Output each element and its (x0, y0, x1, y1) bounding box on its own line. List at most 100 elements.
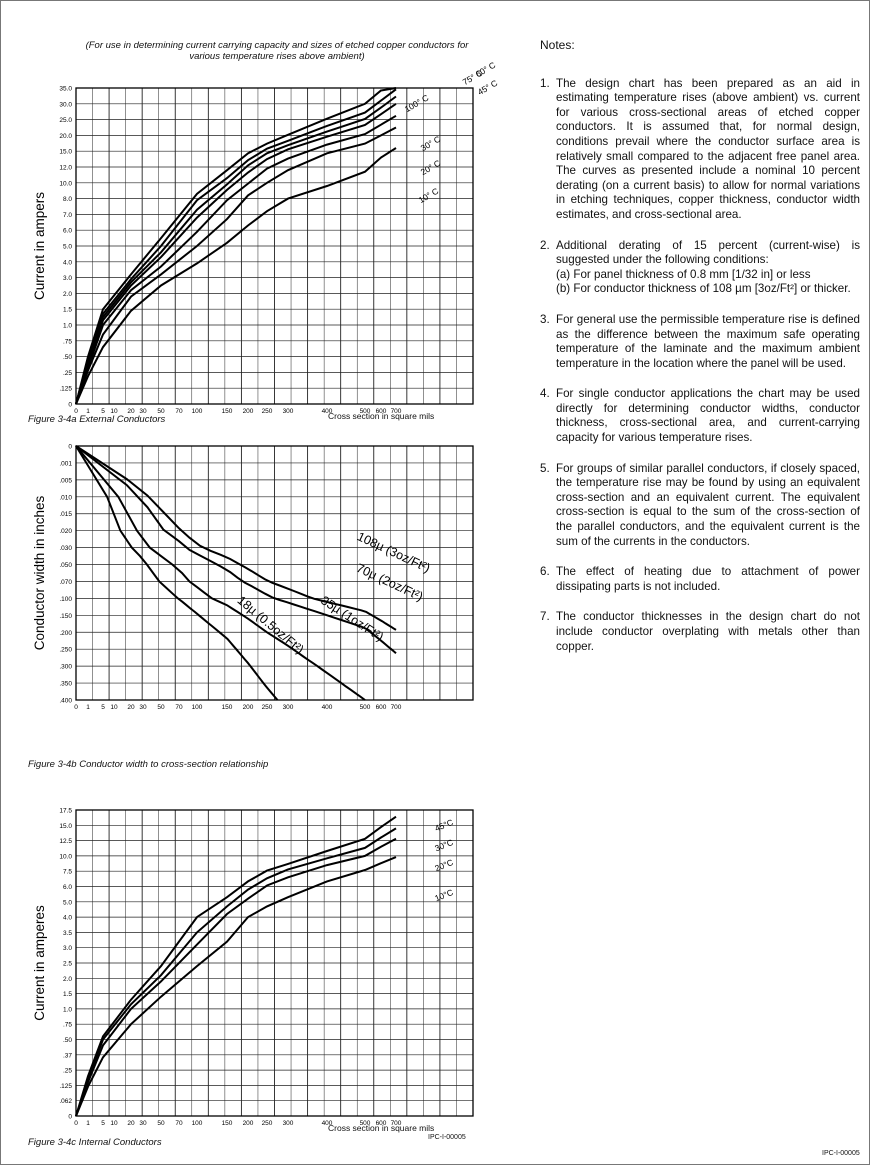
chart-external-conductors: 35.030.025.020.015.012.010.08.07.06.05.0… (32, 60, 499, 415)
y-tick-label: 4.0 (63, 259, 72, 266)
note-number: 1. (540, 76, 550, 90)
plot-area: 35.030.025.020.015.012.010.08.07.06.05.0… (32, 60, 499, 415)
y-tick-label: 5.0 (63, 899, 72, 906)
x-tick-label: 100 (192, 408, 203, 415)
note-number: 3. (540, 312, 550, 326)
x-tick-label: 200 (243, 1120, 254, 1127)
y-tick-label: 7.5 (63, 869, 72, 876)
y-tick-label: .75 (63, 338, 72, 345)
y-tick-label: .25 (63, 370, 72, 377)
y-tick-label: 30.0 (59, 101, 72, 108)
note-3: 3. For general use the permissible temper… (540, 313, 860, 371)
series-line (75, 126, 397, 405)
x-tick-label: 50 (157, 704, 165, 711)
y-tick-label: .125 (59, 1083, 72, 1090)
figure-caption-b: Figure 3-4b Conductor width to cross-sec… (28, 759, 269, 770)
y-tick-label: 12.5 (59, 838, 72, 845)
x-tick-label: 30 (139, 704, 147, 711)
note-2: 2. Additional derating of 15 percent (cur… (540, 239, 860, 297)
y-tick-label: 2.0 (63, 291, 72, 298)
x-tick-label: 30 (139, 1120, 147, 1127)
x-tick-label: 150 (222, 408, 233, 415)
plot-border (75, 809, 474, 1117)
y-tick-label: 25.0 (59, 117, 72, 124)
y-tick-label: 8.0 (63, 196, 72, 203)
x-axis-label-a: Cross section in square mils (328, 411, 435, 421)
series-line (75, 102, 397, 405)
y-tick-label: .350 (59, 681, 72, 688)
y-tick-label: .050 (59, 562, 72, 569)
x-tick-label: 0 (74, 704, 78, 711)
y-tick-label: .25 (63, 1068, 72, 1075)
series-line (75, 445, 397, 631)
x-tick-label: 500 (360, 408, 371, 415)
y-tick-label: .030 (59, 545, 72, 552)
x-tick-label: 50 (157, 1120, 165, 1127)
plot-border (75, 445, 474, 701)
series-line (75, 837, 397, 1117)
x-tick-label: 70 (175, 1120, 183, 1127)
y-tick-label: 1.0 (63, 323, 72, 330)
y-tick-label: .020 (59, 528, 72, 535)
note-number: 5. (540, 461, 550, 475)
y-tick-label: 1.0 (63, 1006, 72, 1013)
notes-panel: Notes: 1. The design chart has been prepa… (540, 38, 860, 670)
chart-conductor-width: 0 .001 .005 .010 .015 .020 .030 .050 .070 .100 .15… (32, 444, 474, 711)
y-tick-label: 1.5 (63, 991, 72, 998)
x-tick-label: 70 (175, 704, 183, 711)
y-tick-label: 12.0 (59, 165, 72, 172)
x-tick-label: 400 (322, 1120, 333, 1127)
note-number: 2. (540, 238, 550, 252)
note-7: 7. The conductor thicknesses in the desig… (540, 610, 860, 654)
y-tick-label: .37 (63, 1052, 72, 1059)
figure-caption-c: Figure 3-4c Internal Conductors (28, 1137, 162, 1148)
y-tick-label: .062 (59, 1098, 72, 1105)
series-line (75, 815, 397, 1117)
y-tick-label: .100 (59, 596, 72, 603)
y-tick-label: .50 (63, 354, 72, 361)
x-tick-label: 150 (222, 1120, 233, 1127)
y-tick-label: 7.0 (63, 212, 72, 219)
x-tick-label: 5 (101, 1120, 105, 1127)
note-text: The effect of heating due to attachment … (556, 565, 860, 593)
y-tick-label: 6.0 (63, 884, 72, 891)
y-tick-label: .300 (59, 664, 72, 671)
y-axis-label: Current in amperes (32, 905, 47, 1021)
x-tick-label: 70 (175, 408, 183, 415)
y-tick-label: 2.0 (63, 976, 72, 983)
y-tick-label: 10.0 (59, 180, 72, 187)
note-number: 4. (540, 387, 550, 401)
y-tick-label: 0 (68, 444, 72, 451)
y-tick-label: 0 (68, 1114, 72, 1121)
x-tick-label: 600 (376, 1120, 387, 1127)
note-2-sub-b: (b) For conductor thickness of 108 µm [3… (556, 282, 851, 296)
note-text: The conductor thicknesses in the design … (556, 610, 860, 653)
x-tick-label: 300 (283, 408, 294, 415)
y-tick-label: 10.0 (59, 853, 72, 860)
y-tick-label: 17.5 (59, 808, 72, 815)
y-tick-label: 3.0 (63, 275, 72, 282)
y-tick-label: .400 (59, 698, 72, 705)
x-tick-label: 600 (376, 408, 387, 415)
y-tick-label: .005 (59, 477, 72, 484)
y-axis-label: Current in ampers (32, 192, 47, 300)
x-tick-label: 300 (283, 704, 294, 711)
y-tick-label: .200 (59, 630, 72, 637)
note-number: 6. (540, 565, 550, 579)
series-line (75, 88, 397, 405)
y-tick-label: .015 (59, 511, 72, 518)
y-tick-label: 20.0 (59, 133, 72, 140)
y-tick-label: 0 (68, 402, 72, 409)
x-tick-label: 300 (283, 1120, 294, 1127)
series-label: 30°C (433, 837, 454, 853)
y-tick-label: 2.5 (63, 961, 72, 968)
notes-heading: Notes: (540, 38, 575, 52)
x-tick-label: 250 (262, 704, 273, 711)
footer-code-center: IPC-I-00005 (428, 1134, 466, 1141)
series-line (75, 827, 397, 1117)
y-tick-label: 1.5 (63, 307, 72, 314)
x-tick-label: 100 (192, 1120, 203, 1127)
x-tick-label: 150 (222, 704, 233, 711)
series-line (75, 445, 397, 655)
y-tick-label: .001 (59, 460, 72, 467)
